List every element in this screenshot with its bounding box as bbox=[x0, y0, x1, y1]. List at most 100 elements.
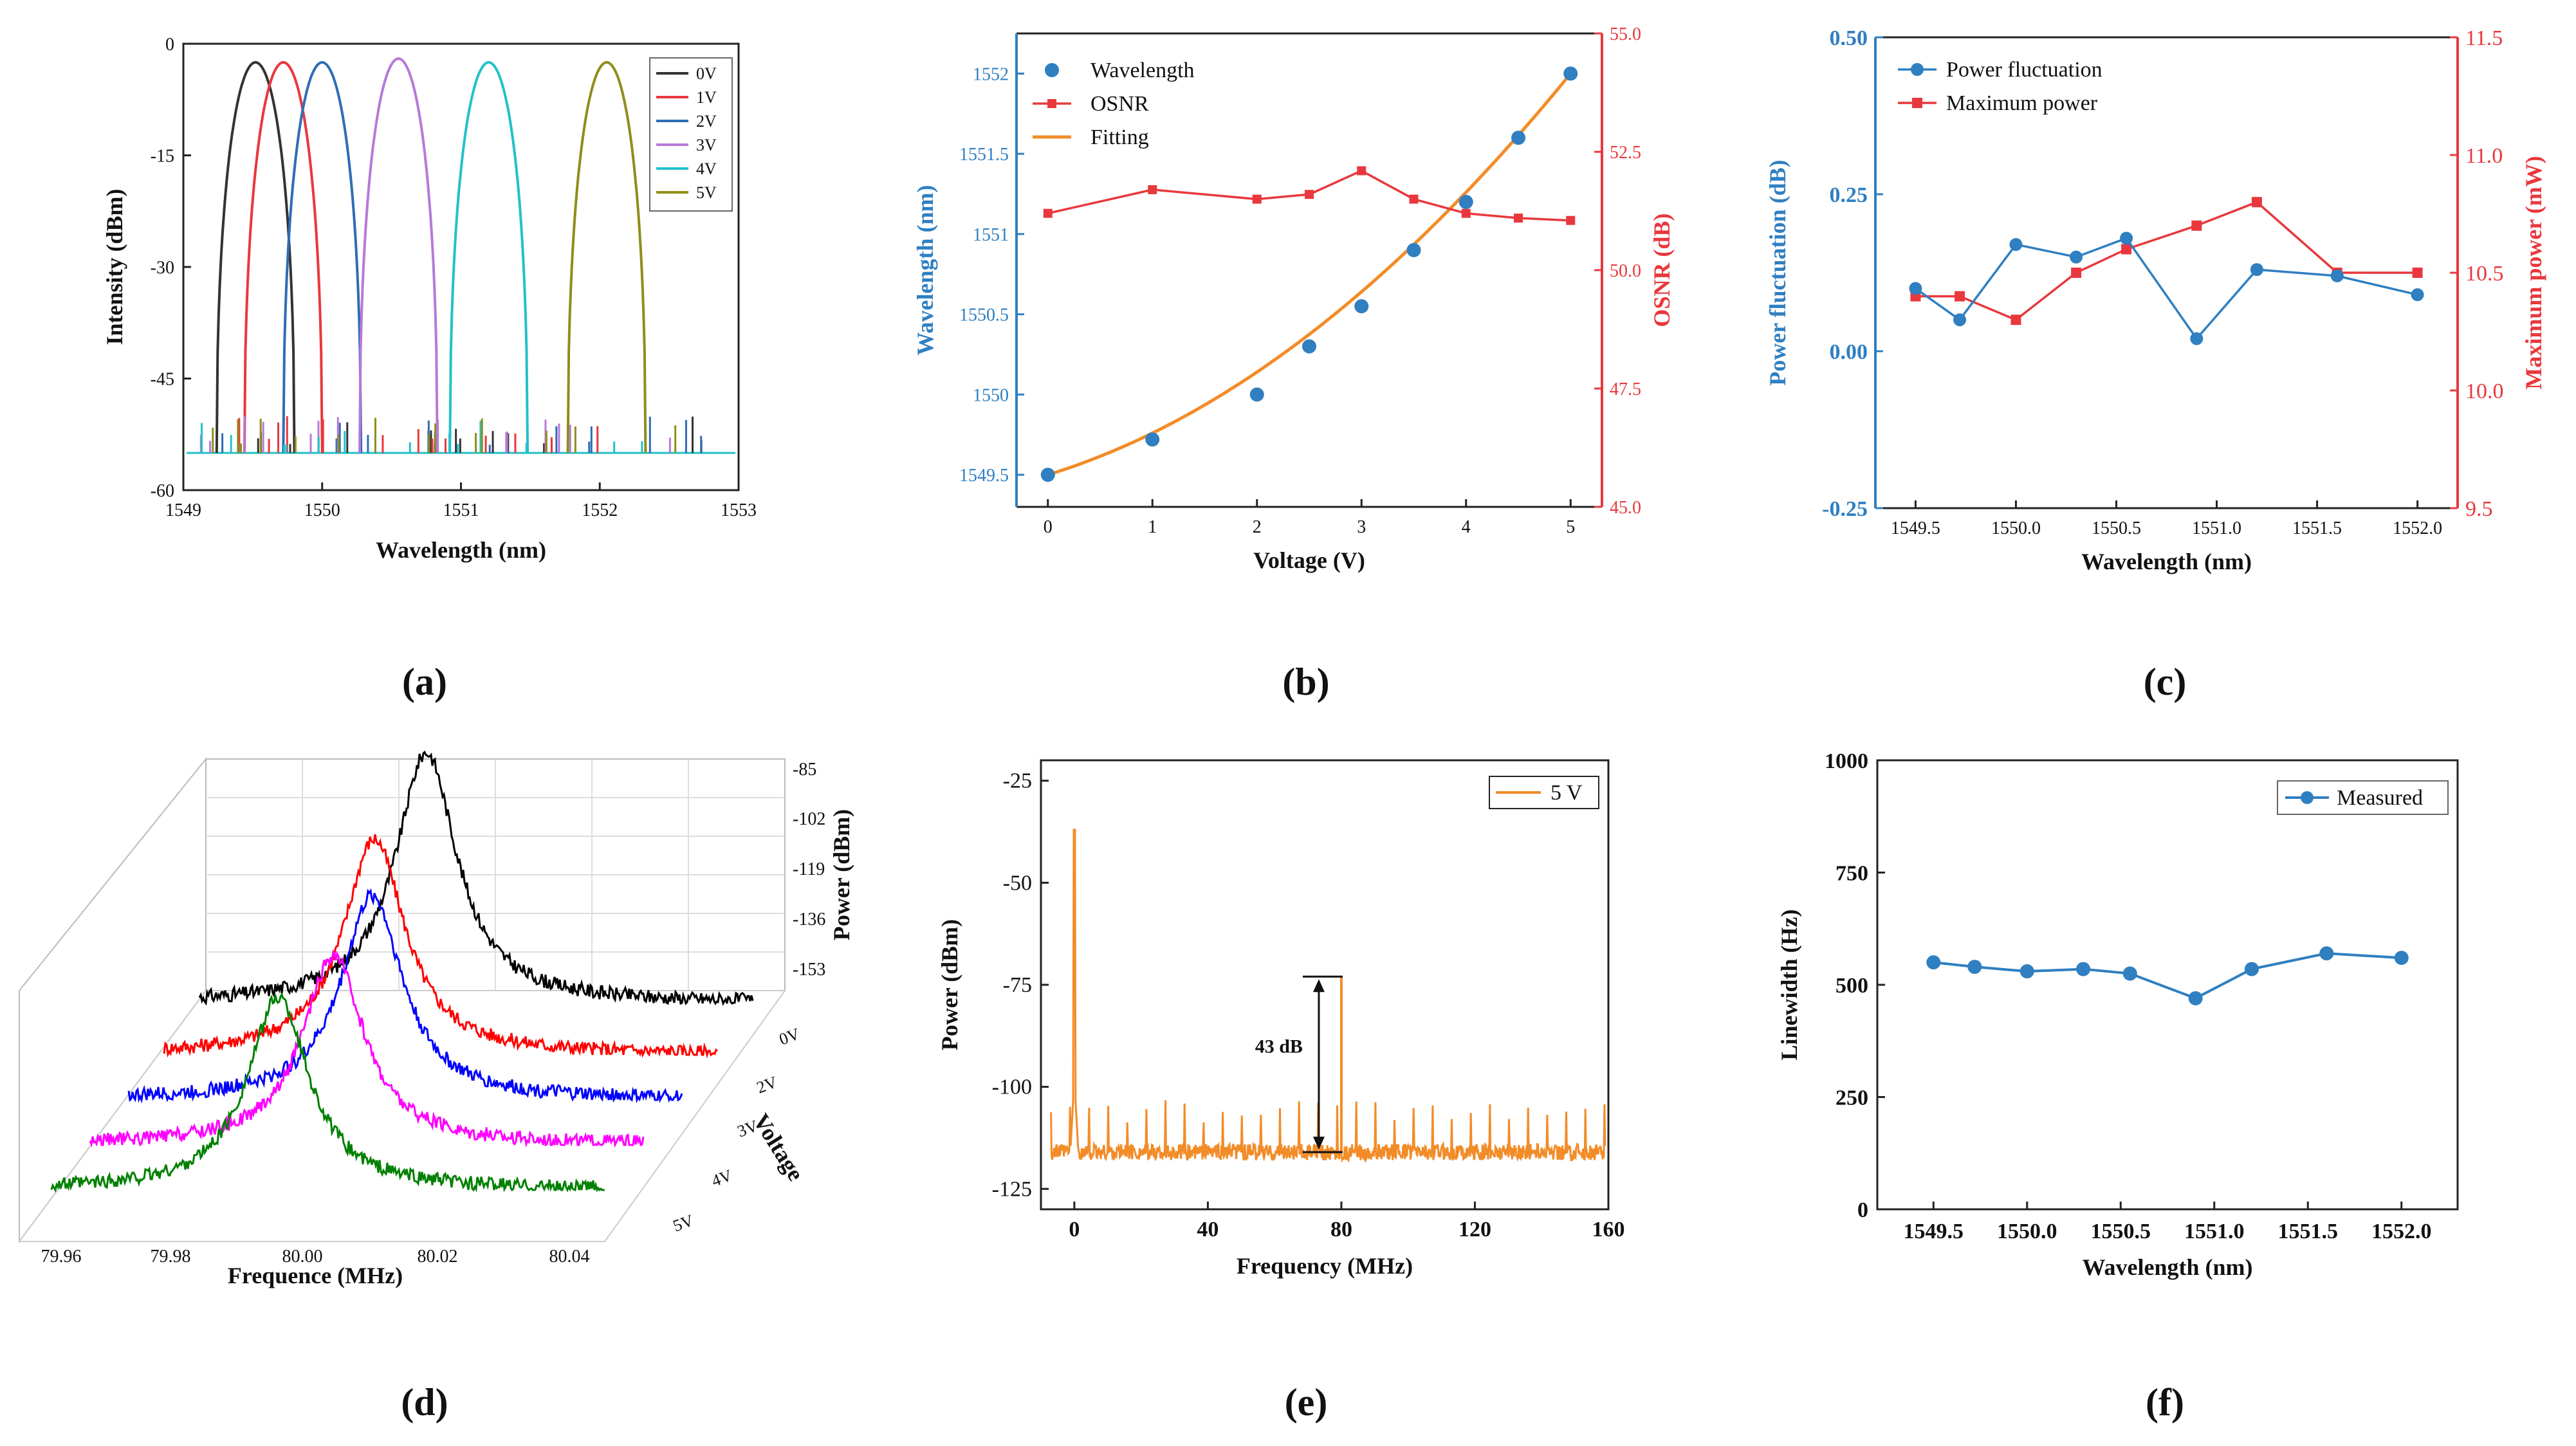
wavelength-point-b bbox=[1458, 194, 1473, 209]
maxpower-point-c bbox=[2251, 197, 2262, 208]
linewidth-line-f bbox=[1933, 952, 2402, 1000]
x-tick-label-d: 79.98 bbox=[151, 1247, 191, 1267]
y-tick-label-b: 1549.5 bbox=[959, 466, 1009, 486]
x-tick-label-a: 1551 bbox=[443, 500, 479, 520]
x-tick-label-c: 1549.5 bbox=[1891, 518, 1940, 538]
legend-swatch-c bbox=[1911, 63, 1924, 76]
linewidth-point-f bbox=[1967, 960, 1982, 975]
y-tick-label-f: 0 bbox=[1857, 1198, 1868, 1222]
fit-curve-b bbox=[1047, 72, 1572, 477]
x-tick-label-f: 1549.5 bbox=[1904, 1220, 1964, 1243]
legend-label-b: Fitting bbox=[1090, 125, 1149, 149]
annotation-text-e: 43 dB bbox=[1255, 1036, 1303, 1057]
y-tick-label-e: -25 bbox=[1003, 769, 1032, 793]
y2-tick-label-b: 45.0 bbox=[1610, 498, 1641, 518]
linewidth-point-f bbox=[2394, 951, 2409, 966]
linewidth-point-f bbox=[2122, 966, 2137, 981]
x-tick-label-a: 1550 bbox=[304, 500, 340, 520]
y-tick-label-a: -60 bbox=[151, 481, 174, 501]
x-tick-label-b: 3 bbox=[1357, 517, 1366, 537]
y2-tick-label-b: 47.5 bbox=[1610, 380, 1641, 399]
x-tick-label-f: 1550.0 bbox=[1997, 1220, 2057, 1243]
maxpower-point-c bbox=[2010, 315, 2021, 325]
waterfall-trace-d bbox=[127, 888, 683, 1104]
y2-tick-label-b: 50.0 bbox=[1610, 261, 1641, 281]
waterfall-trace-d bbox=[89, 949, 645, 1148]
osnr-point-b bbox=[1409, 194, 1419, 204]
y-tick-label-b: 1551 bbox=[973, 225, 1009, 245]
x-axis-title-b: Voltage (V) bbox=[1253, 547, 1365, 573]
x-tick-label-f: 1552.0 bbox=[2371, 1220, 2432, 1243]
osnr-point-b bbox=[1148, 185, 1157, 194]
maxpower-point-c bbox=[2412, 268, 2423, 278]
z-axis-title-d: Power (dBm) bbox=[829, 809, 854, 940]
x-tick-label-e: 160 bbox=[1592, 1218, 1625, 1241]
x-tick-label-e: 40 bbox=[1197, 1218, 1219, 1241]
osnr-point-b bbox=[1357, 166, 1366, 176]
depth-tick-label-d: 0V bbox=[777, 1024, 802, 1048]
fluct-point-c bbox=[2120, 232, 2133, 245]
linewidth-point-f bbox=[2319, 946, 2334, 961]
legend-label-c: Maximum power bbox=[1946, 91, 2098, 115]
y-tick-label-c: -0.25 bbox=[1822, 497, 1868, 521]
legend-label-b: Wavelength bbox=[1090, 59, 1195, 82]
wavelength-point-b bbox=[1249, 387, 1264, 402]
annotation-arrowhead-e bbox=[1312, 1137, 1325, 1150]
legend-label-a: 5V bbox=[696, 183, 717, 202]
fluct-point-c bbox=[2190, 332, 2203, 345]
legend-label-a: 3V bbox=[696, 136, 717, 154]
legend-label-b: OSNR bbox=[1090, 92, 1149, 116]
x-tick-label-e: 0 bbox=[1069, 1218, 1080, 1241]
fluct-point-c bbox=[2411, 288, 2424, 302]
side-wall-d bbox=[19, 757, 207, 1244]
osnr-point-b bbox=[1043, 208, 1053, 218]
maxpower-point-c bbox=[2191, 220, 2202, 231]
x-tick-label-a: 1552 bbox=[582, 500, 618, 520]
series-line-a bbox=[358, 57, 439, 453]
x-tick-label-b: 5 bbox=[1566, 517, 1575, 537]
legend-label-e: 5 V bbox=[1550, 781, 1583, 805]
y-tick-label-a: -30 bbox=[151, 258, 174, 278]
y-tick-label-c: 0.25 bbox=[1830, 183, 1868, 207]
legend-label-a: 4V bbox=[696, 160, 717, 178]
legend-swatch-c bbox=[1912, 98, 1922, 108]
chart-b: 0 1 2 3 4 5 1549.5 1550 1550.5 1551 1551.5 1552 45.0… bbox=[912, 24, 1675, 573]
waterfall-trace-d bbox=[198, 750, 754, 1006]
depth-tick-label-d: 5V bbox=[670, 1211, 696, 1235]
y-tick-label-b: 1550.5 bbox=[959, 306, 1009, 325]
legend-a bbox=[649, 57, 733, 212]
y2-tick-label-c: 11.5 bbox=[2465, 26, 2503, 50]
x-tick-label-f: 1551.5 bbox=[2277, 1220, 2338, 1243]
z-tick-label-d: -136 bbox=[793, 910, 825, 929]
z-tick-label-d: -102 bbox=[793, 809, 825, 829]
y-tick-label-e: -50 bbox=[1003, 871, 1032, 895]
x-axis-title-f: Wavelength (nm) bbox=[2083, 1254, 2253, 1280]
panel-label-b: (b) bbox=[1282, 661, 1329, 703]
linewidth-point-f bbox=[2188, 991, 2203, 1005]
y2-tick-label-c: 11.0 bbox=[2465, 144, 2503, 168]
x-tick-label-b: 0 bbox=[1044, 517, 1053, 537]
waterfall-trace-d bbox=[50, 992, 605, 1193]
series-line-a bbox=[243, 60, 324, 453]
y-tick-label-b: 1552 bbox=[973, 64, 1009, 84]
x-axis-title-c: Wavelength (nm) bbox=[2081, 549, 2252, 574]
x-tick-label-b: 2 bbox=[1253, 517, 1262, 537]
x-tick-label-e: 120 bbox=[1458, 1218, 1491, 1241]
x-tick-label-d: 80.04 bbox=[549, 1247, 590, 1267]
fluct-point-c bbox=[2250, 263, 2263, 277]
y-axis-title-f: Linewidth (Hz) bbox=[1776, 909, 1802, 1060]
y-axis-title-b: Wavelength (nm) bbox=[912, 185, 938, 356]
x-tick-label-a: 1549 bbox=[165, 500, 201, 520]
panel-label-e: (e) bbox=[1285, 1381, 1328, 1423]
chart-f-frame bbox=[1876, 759, 2459, 1211]
fluct-point-c bbox=[1909, 282, 1922, 295]
x-tick-label-f: 1550.5 bbox=[2091, 1220, 2151, 1243]
y-tick-label-e: -75 bbox=[1003, 973, 1032, 997]
x-tick-label-d: 80.00 bbox=[282, 1247, 323, 1267]
y-tick-label-a: 0 bbox=[165, 35, 174, 55]
series-line-a bbox=[282, 60, 363, 453]
series-line-a bbox=[215, 60, 296, 453]
chart-c: 1549.5 1550.0 1550.5 1551.0 1551.5 1552.0 -0.2… bbox=[1765, 26, 2546, 574]
y2-tick-label-b: 55.0 bbox=[1610, 24, 1641, 44]
legend-label-a: 1V bbox=[696, 88, 717, 107]
